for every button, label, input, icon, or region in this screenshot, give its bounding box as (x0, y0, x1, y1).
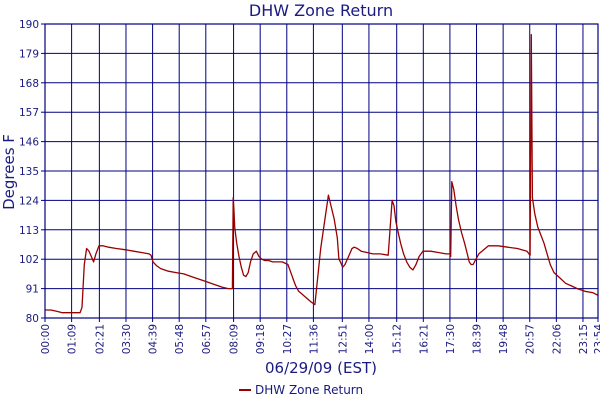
y-tick-label: 157 (19, 107, 39, 119)
x-tick-label: 08:09 (229, 324, 241, 354)
series-line-dhw-zone-return (45, 34, 599, 314)
y-tick-label: 168 (19, 78, 39, 90)
y-tick-label: 91 (26, 284, 39, 296)
x-tick-label: 06:57 (201, 324, 213, 354)
y-tick-label: 179 (19, 48, 39, 60)
grid (41, 23, 599, 322)
x-axis-title: 06/29/09 (EST) (265, 359, 377, 377)
x-tick-label: 09:18 (255, 324, 267, 354)
legend-label: DHW Zone Return (255, 383, 363, 397)
chart-title: DHW Zone Return (249, 1, 393, 20)
x-tick-label: 00:00 (40, 324, 52, 354)
x-tick-labels: 00:00 01:09 02:21 03:30 04:39 05:48 06:57 08:09… (40, 324, 600, 355)
x-tick-label: 10:27 (282, 324, 294, 354)
x-tick-label: 14:00 (364, 324, 376, 354)
x-tick-label: 23:54 (593, 324, 600, 355)
x-tick-label: 16:21 (418, 324, 430, 354)
x-tick-label: 17:30 (445, 324, 457, 354)
legend: DHW Zone Return (239, 383, 363, 397)
x-tick-label: 18:39 (472, 324, 484, 354)
x-tick-label: 12:51 (337, 324, 349, 354)
x-tick-label: 02:21 (94, 324, 106, 354)
y-tick-label: 113 (19, 225, 39, 237)
x-tick-label: 01:09 (67, 324, 79, 354)
x-tick-label: 19:48 (498, 324, 510, 354)
x-tick-label: 04:39 (148, 324, 160, 354)
y-tick-label: 146 (19, 137, 39, 149)
y-tick-label: 190 (19, 19, 39, 31)
y-tick-label: 102 (19, 254, 39, 266)
x-tick-label: 20:57 (525, 324, 537, 354)
x-tick-label: 05:48 (174, 324, 186, 354)
x-tick-label: 11:36 (308, 324, 320, 355)
series-layer (45, 34, 599, 314)
y-tick-label: 80 (26, 313, 39, 325)
y-tick-labels: 80 91 102 113 124 135 146 157 168 179 190 (19, 19, 39, 325)
y-tick-label: 135 (19, 166, 39, 178)
x-tick-label: 15:12 (392, 324, 404, 354)
x-tick-label: 22:06 (551, 324, 563, 355)
y-axis-title: Degrees F (0, 134, 18, 210)
x-tick-label: 23:15 (578, 324, 590, 354)
y-tick-label: 124 (19, 195, 39, 207)
x-tick-label: 03:30 (121, 324, 133, 354)
plot-frame (44, 23, 599, 319)
